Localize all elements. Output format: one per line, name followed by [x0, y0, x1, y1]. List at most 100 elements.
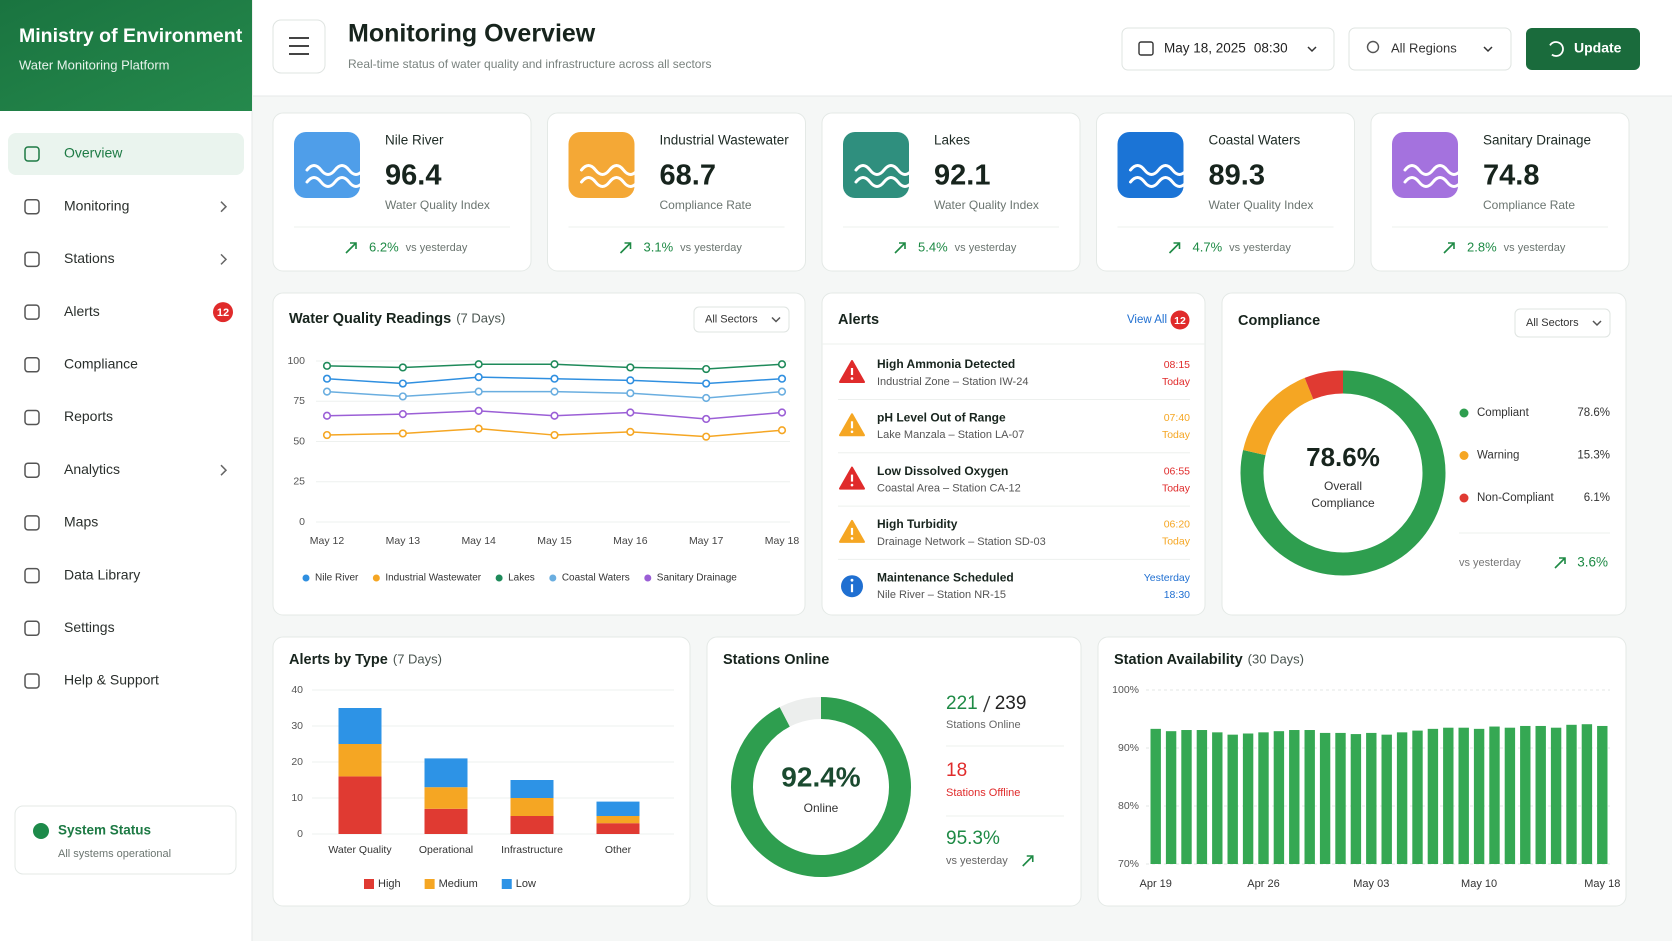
series-point: [626, 363, 635, 372]
nav-icon: [24, 620, 40, 637]
kpi-change-note: vs yesterday: [1504, 242, 1566, 254]
panel: [821, 292, 1206, 616]
y-tick-label: 20: [291, 756, 303, 768]
date-picker[interactable]: [1121, 27, 1335, 71]
bar-segment: [596, 801, 640, 816]
legend-value: 15.3%: [1577, 450, 1610, 462]
alert-meta: Today: [1162, 536, 1191, 548]
dropdown-label: All Sectors: [1526, 317, 1579, 329]
x-tick-label: May 03: [1353, 878, 1389, 890]
nav-icon: [24, 198, 40, 215]
bar: [1319, 732, 1331, 864]
status-title: System Status: [58, 823, 151, 838]
bar: [1473, 728, 1485, 864]
region-text: All Regions: [1391, 40, 1457, 55]
kpi-icon-glyph: [580, 164, 639, 188]
status-box: [14, 805, 237, 875]
nav-label[interactable]: Analytics: [64, 461, 120, 477]
bar-segment: [338, 776, 382, 834]
nav-label[interactable]: Reports: [64, 408, 113, 424]
nav-label[interactable]: Maps: [64, 514, 98, 530]
panel-period: (30 Days): [1248, 651, 1304, 666]
nav-label[interactable]: Stations: [64, 250, 115, 266]
update-button[interactable]: [1526, 28, 1640, 70]
alert-title: High Turbidity: [877, 517, 958, 531]
x-tick-label: May 18: [1584, 878, 1620, 890]
nav-icon: [24, 251, 40, 268]
alert-title: Low Dissolved Oxygen: [877, 464, 1008, 478]
kpi-change-note: vs yesterday: [955, 242, 1017, 254]
bar: [1597, 725, 1608, 864]
nav-label[interactable]: Help & Support: [64, 672, 159, 688]
donut-center-label: Online: [804, 801, 839, 815]
x-tick-label: Apr 26: [1247, 878, 1279, 890]
bar: [1504, 727, 1516, 864]
update-text[interactable]: Update: [1574, 40, 1622, 56]
x-tick-label: Other: [605, 844, 632, 856]
trend-arrow: [894, 242, 906, 254]
series-point: [702, 432, 711, 441]
series-point: [777, 408, 787, 417]
kpi-value: 74.8: [1483, 160, 1539, 192]
series-point: [626, 408, 635, 417]
alert-meta: Today: [1162, 482, 1191, 494]
nav-icon: [24, 357, 40, 373]
dropdown[interactable]: [693, 306, 790, 333]
kpi-value: 68.7: [660, 160, 716, 192]
legend-label: Non-Compliant: [1477, 492, 1555, 504]
bar: [1350, 734, 1362, 864]
alert-meta: 06:55: [1164, 465, 1190, 477]
x-tick-label: May 14: [461, 535, 496, 547]
region-picker[interactable]: [1348, 27, 1512, 71]
alert-location: Nile River – Station NR-15: [877, 589, 1006, 601]
bar: [1396, 732, 1408, 864]
panel-period: (7 Days): [393, 651, 442, 666]
nav-label[interactable]: Settings: [64, 619, 115, 635]
x-tick-label: May 17: [689, 535, 724, 547]
alert-meta: Today: [1162, 429, 1191, 441]
nav-label[interactable]: Data Library: [64, 566, 140, 582]
series-point: [474, 424, 483, 433]
donut-segment: [731, 697, 911, 877]
y-tick-label: 70%: [1118, 858, 1139, 870]
legend-swatch: [364, 879, 374, 889]
kpi-icon: [1117, 132, 1184, 198]
panel: [272, 636, 691, 907]
nav-label[interactable]: Compliance: [64, 356, 138, 372]
panel-title: Compliance: [1238, 313, 1320, 329]
legend-dot: [1459, 493, 1469, 503]
kpi-change: 2.8%: [1467, 239, 1497, 254]
brand-subtitle: Water Monitoring Platform: [19, 57, 170, 72]
bar: [1566, 724, 1577, 864]
alert-meta: 07:40: [1164, 412, 1190, 424]
series-point: [550, 430, 559, 440]
y-tick-label: 90%: [1118, 742, 1139, 754]
legend-dot: [1459, 408, 1469, 418]
bar: [1427, 728, 1439, 864]
x-tick-label: Operational: [419, 844, 473, 856]
series-point: [398, 410, 407, 419]
pin-icon: [1366, 40, 1380, 54]
bar: [1212, 732, 1223, 864]
status-text: All systems operational: [58, 848, 171, 860]
nav-label[interactable]: Alerts: [64, 303, 100, 319]
kpi-name: Nile River: [385, 133, 444, 148]
kpi-icon-glyph: [305, 164, 365, 188]
y-tick-label: 50: [293, 435, 305, 447]
series-point: [474, 360, 483, 369]
dropdown[interactable]: [1514, 308, 1611, 338]
x-tick-label: May 16: [613, 535, 648, 547]
trend-arrow: [1443, 242, 1455, 254]
bar-segment: [510, 798, 554, 816]
nav-label[interactable]: Monitoring: [64, 197, 129, 213]
separator-slash: [983, 695, 991, 713]
view-all-link[interactable]: View All: [1127, 314, 1167, 326]
alert-title: Maintenance Scheduled: [877, 570, 1014, 584]
alert-location: Lake Manzala – Station LA-07: [877, 429, 1024, 441]
series-point: [550, 387, 559, 396]
alert-meta: Yesterday: [1144, 572, 1191, 584]
legend-swatch: [501, 879, 512, 889]
series-point: [474, 387, 483, 396]
nav-label[interactable]: Overview: [64, 145, 123, 161]
